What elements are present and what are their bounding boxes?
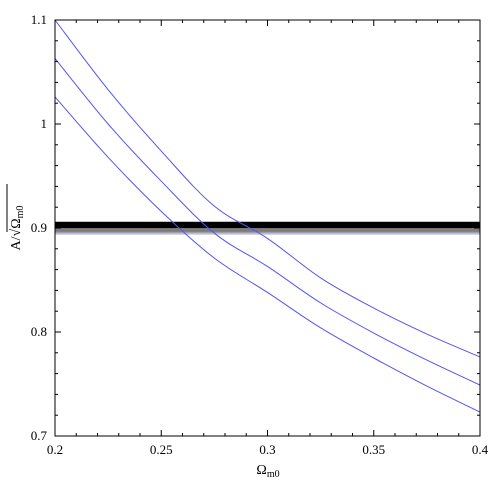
reference-band-0 [55, 221, 480, 228]
reference-band-5 [55, 232, 480, 234]
curve-2 [54, 58, 481, 386]
reference-band-2 [55, 229, 480, 231]
y-tick-label: 0.8 [31, 324, 47, 339]
x-tick-label: 0.2 [47, 442, 63, 457]
y-axis-title: A/√Ωm0 [6, 184, 26, 251]
x-tick-label: 0.3 [259, 442, 275, 457]
x-tick-label: 0.4 [472, 442, 489, 457]
x-axis-ticks: 0.2 0.25 0.3 0.35 0.4 [47, 20, 489, 457]
y-tick-label: 0.9 [31, 220, 47, 235]
curves [54, 19, 481, 413]
x-axis-title: Ωm0 [256, 463, 279, 480]
reference-band-6 [55, 233, 480, 235]
y-tick-label: 0.7 [31, 428, 48, 443]
x-tick-label: 0.35 [362, 442, 385, 457]
reference-band-4 [55, 231, 480, 233]
reference-band-3 [55, 230, 480, 232]
x-tick-label: 0.25 [150, 442, 173, 457]
curve-3 [54, 96, 481, 413]
reference-bands [55, 221, 480, 235]
svg-text:A/√Ωm0: A/√Ωm0 [9, 206, 26, 251]
reference-band-1 [55, 228, 480, 230]
y-axis-ticks: 0.7 0.8 0.9 1 1.1 [31, 12, 480, 443]
y-tick-label: 1.1 [31, 12, 47, 27]
curve-1 [54, 19, 481, 358]
y-tick-label: 1 [41, 116, 48, 131]
